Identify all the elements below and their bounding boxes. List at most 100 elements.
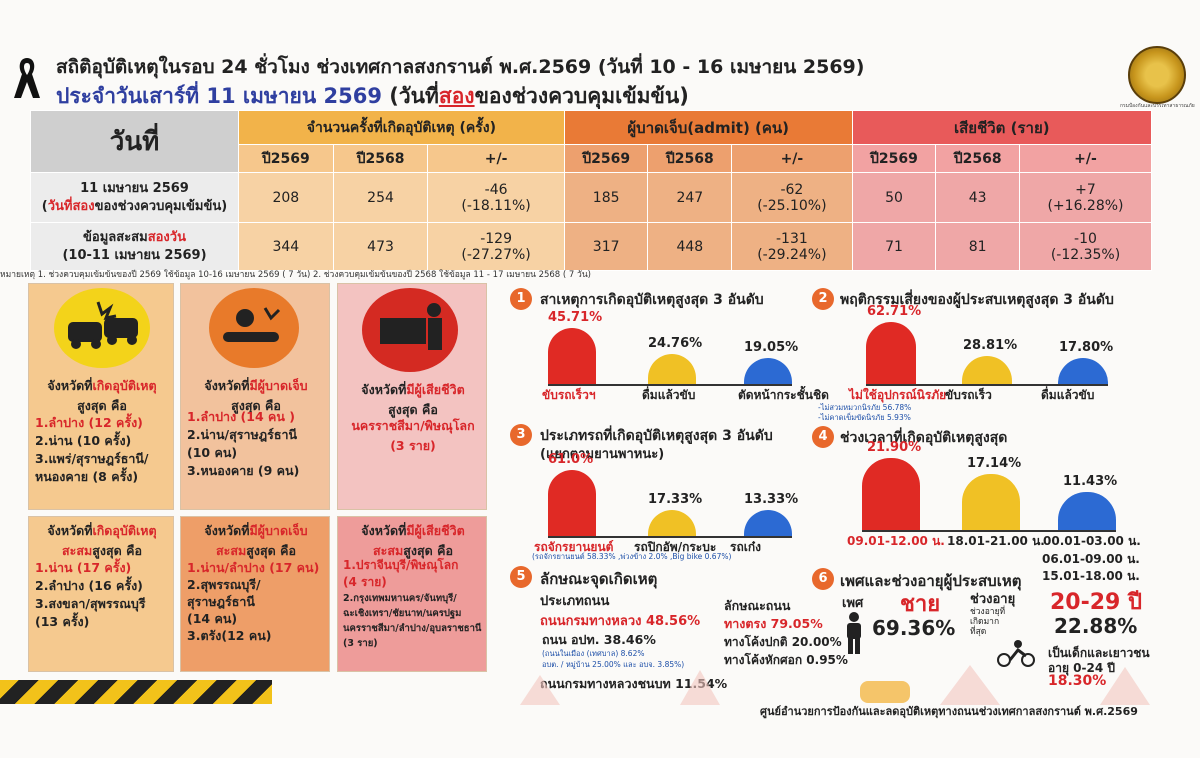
table-cell: 247 <box>647 172 733 223</box>
section-3-subtitle: (แยกตามยานพาหนะ) <box>540 447 665 462</box>
panel-list: 1.น่าน/ลำปาง (17 คน) 2.สุพรรณบุรี/ สุราษ… <box>187 560 320 643</box>
chart-bar <box>648 353 696 384</box>
section-2-title: พฤติกรรมเสี่ยงของผู้ประสบเหตุสูงสุด 3 อั… <box>840 292 1114 308</box>
page-title: สถิติอุบัติเหตุในรอบ 24 ชั่วโมง ช่วงเทศก… <box>56 56 865 78</box>
rural-road-stat: ถนนกรมทางหลวงชนบท 11.54% <box>540 676 728 691</box>
chart-category-label: ขับรถเร็วฯ <box>542 388 596 402</box>
accidents-group-header: จำนวนครั้งที่เกิดอุบัติเหตุ (ครั้ง) <box>238 110 565 145</box>
section-4-title: ช่วงเวลาที่เกิดอุบัติเหตุสูงสุด <box>840 430 1008 446</box>
panel-list: 1.ลำปาง (12 ครั้ง) 2.น่าน (10 ครั้ง) 3.แ… <box>35 415 149 484</box>
youth-label: เป็นเด็กและเยาวชน <box>1048 646 1150 660</box>
chart-baseline <box>862 530 1116 532</box>
col-diff: +/- <box>1018 144 1153 173</box>
chart-bar <box>962 473 1020 530</box>
section-1-title: สาเหตุการเกิดอุบัติเหตุสูงสุด 3 อันดับ <box>540 292 764 308</box>
page-subtitle: ประจำวันเสาร์ที่ 11 เมษายน 2569 (วันที่ส… <box>56 84 689 108</box>
section-number-5: 5 <box>510 566 532 588</box>
local-road-stat: ถนน อปท. 38.46% <box>542 632 656 647</box>
table-cell: 317 <box>563 222 649 271</box>
panel-list: นครราชสีมา/พิษณุโลก (3 ราย) <box>351 418 475 453</box>
col-2568: ปี2568 <box>332 144 429 173</box>
row-label: 11 เมษายน 2569 (วันที่สองของช่วงควบคุมเข… <box>30 172 239 223</box>
youth-percent: 18.30% <box>1048 673 1107 689</box>
gender-value: ชาย <box>900 592 941 617</box>
province-accidents-panel: จังหวัดที่เกิดอุบัติเหตุ สูงสุด คือ 1.ลำป… <box>28 283 174 510</box>
chart-percent-label: 62.71% <box>867 304 922 319</box>
panel-list: 1.ลำปาง (14 คน ) 2.น่าน/สุราษฎร์ธานี (10… <box>187 409 300 478</box>
age-range-value: 20-29 ปี <box>1050 590 1142 615</box>
injured-group-header: ผู้บาดเจ็บ(admit) (คน) <box>563 110 853 145</box>
panel-title: จังหวัดที่เกิดอุบัติเหตุ สูงสุด คือ <box>47 378 157 413</box>
chart-percent-label: 11.43% <box>1063 474 1118 490</box>
chart-category-label: ไม่ใช้อุปกรณ์นิรภัย <box>849 388 947 402</box>
col-diff: +/- <box>731 144 853 173</box>
chart-percent-label: 19.05% <box>744 340 799 355</box>
chart-bar <box>962 355 1012 384</box>
panel-title: จังหวัดที่เกิดอุบัติเหตุ สะสมสูงสุด คือ <box>47 523 157 558</box>
table-cell: 50 <box>851 172 937 223</box>
hazard-stripe <box>0 680 272 704</box>
chart-bar <box>744 358 792 384</box>
injured-person-icon <box>209 288 299 368</box>
table-cell: 448 <box>647 222 733 271</box>
chart-category-label: รถจักรยานยนต์ <box>534 540 614 554</box>
panel-title: จังหวัดที่มีผู้เสียชีวิต สูงสุด คือ <box>361 382 465 417</box>
chart-category-label: รถปิกอัพ/กระบะ <box>634 540 717 554</box>
chart-bar <box>1058 492 1116 530</box>
section-number-6: 6 <box>812 568 834 590</box>
col-2569: ปี2569 <box>851 144 937 173</box>
coffin-mourner-icon <box>362 288 458 372</box>
temple-skyline-decoration <box>520 665 1150 705</box>
table-cell: 71 <box>851 222 937 271</box>
panel-title: จังหวัดที่มีผู้บาดเจ็บ สะสมสูงสุด คือ <box>204 523 308 558</box>
table-row: 11 เมษายน 2569 (วันที่สองของช่วงควบคุมเข… <box>30 172 1153 223</box>
table-cell: +7 (+16.28%) <box>1018 172 1153 223</box>
straight-road-stat: ทางตรง 79.05% <box>724 616 823 631</box>
table-cell: 344 <box>238 222 334 271</box>
section-5-title: ลักษณะจุดเกิดเหตุ <box>540 570 658 588</box>
chart-category-label: ตัดหน้ากระชั้นชิด <box>738 388 829 402</box>
local-road-note: (ถนนในเมือง (เทศบาล) 8.62% <box>542 649 645 658</box>
section-number-2: 2 <box>812 288 834 310</box>
black-ribbon-icon <box>14 58 40 98</box>
table-footnote: หมายเหตุ 1. ช่วงควบคุมเข้มข้นของปี 2569 … <box>0 270 591 280</box>
curve-road-stat: ทางโค้งปกติ 20.00% <box>724 635 842 649</box>
panel-list: 1.ปราจีนบุรี/พิษณุโลก (4 ราย) 2.กรุงเทพม… <box>343 558 482 649</box>
age-note: เกิดมาก <box>970 617 1000 627</box>
province-deaths-panel: จังหวัดที่มีผู้เสียชีวิต สูงสุด คือ นครรา… <box>337 283 487 510</box>
table-cell: -46 (-18.11%) <box>427 172 565 223</box>
chart-percent-label: 21.90% <box>867 440 922 455</box>
motorcycle-note: (รถจักรยานยนต์ 58.33% ,พ่วงข้าง 2.0% ,Bi… <box>532 552 732 561</box>
province-deaths-cumulative-panel: จังหวัดที่มีผู้เสียชีวิต สะสมสูงสุด คือ 1… <box>337 516 487 672</box>
statistics-table: วันที่ จำนวนครั้งที่เกิดอุบัติเหตุ (ครั้… <box>30 110 1153 271</box>
chart-bar <box>648 510 696 536</box>
seatbelt-note: -ไม่คาดเข็มขัดนิรภัย 5.93% <box>818 413 911 422</box>
panel-title: จังหวัดที่มีผู้เสียชีวิต สะสมสูงสุด คือ <box>361 523 465 558</box>
table-cell: 43 <box>935 172 1020 223</box>
col-2569: ปี2569 <box>238 144 334 173</box>
table-cell: -131 (-29.24%) <box>731 222 853 271</box>
local-road-note: อบต. / หมู่บ้าน 25.00% และ อบจ. 3.85%) <box>542 660 685 669</box>
chart-percent-label: 13.33% <box>744 492 799 507</box>
table-row: ข้อมูลสะสมสองวัน (10-11 เมษายน 2569) 344… <box>30 222 1153 271</box>
chart-bar <box>1058 358 1108 384</box>
deaths-group-header: เสียชีวิต (ราย) <box>851 110 1153 145</box>
section-6-title: เพศและช่วงอายุผู้ประสบเหตุ <box>840 572 1022 590</box>
row-label: ข้อมูลสะสมสองวัน (10-11 เมษายน 2569) <box>30 222 239 271</box>
chart-category-label: ขับรถเร็ว <box>945 388 992 402</box>
chart-percent-label: 17.80% <box>1059 340 1114 355</box>
col-2568: ปี2568 <box>647 144 733 173</box>
gender-label: เพศ <box>842 596 864 611</box>
chart-percent-label: 45.71% <box>548 310 603 325</box>
table-cell: -10 (-12.35%) <box>1018 222 1153 271</box>
car-crash-icon <box>54 288 150 368</box>
chart-percent-label: 17.14% <box>967 455 1022 471</box>
highway-stat: ถนนกรมทางหลวง 48.56% <box>540 614 701 629</box>
table-cell: -62 (-25.10%) <box>731 172 853 223</box>
chart-baseline <box>866 384 1108 386</box>
table-cell: 473 <box>332 222 429 271</box>
age-note: ที่สุด <box>970 627 987 637</box>
province-injured-cumulative-panel: จังหวัดที่มีผู้บาดเจ็บ สะสมสูงสุด คือ 1.น… <box>180 516 330 672</box>
table-cell: 208 <box>238 172 334 223</box>
province-injured-panel: จังหวัดที่มีผู้บาดเจ็บ สูงสุด คือ 1.ลำปาง… <box>180 283 330 510</box>
